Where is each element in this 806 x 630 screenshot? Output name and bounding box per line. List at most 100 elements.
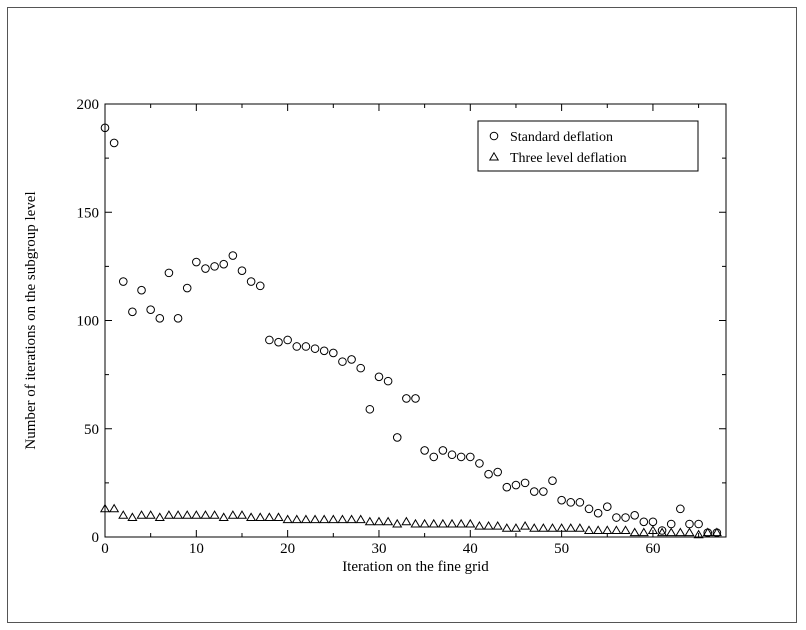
x-tick-label: 30 <box>371 541 386 557</box>
data-point-triangle <box>163 510 175 519</box>
data-point-circle <box>621 513 630 522</box>
data-point-circle <box>292 342 302 351</box>
data-point-triangle <box>383 516 394 526</box>
data-point-circle <box>593 508 603 518</box>
data-point-triangle <box>200 510 211 519</box>
data-point-circle <box>155 314 165 323</box>
data-point-triangle <box>99 503 111 513</box>
data-point-triangle <box>419 518 430 528</box>
data-point-triangle <box>118 510 129 519</box>
data-point-circle <box>100 123 110 133</box>
data-point-circle <box>548 476 557 486</box>
legend: Standard deflation Three level deflation <box>477 120 699 172</box>
data-point-triangle <box>684 527 695 537</box>
data-point-triangle <box>182 510 193 519</box>
y-tick-label: 150 <box>77 205 100 221</box>
data-point-circle <box>539 487 548 496</box>
data-point-triangle <box>602 525 613 534</box>
data-point-triangle <box>675 527 686 537</box>
data-point-triangle <box>300 514 311 524</box>
y-tick-label: 100 <box>77 314 100 330</box>
data-point-triangle <box>109 503 120 513</box>
data-point-circle <box>329 348 338 358</box>
data-point-circle <box>666 519 676 529</box>
series-layer <box>99 123 722 539</box>
data-point-triangle <box>364 516 375 526</box>
y-tick-label: 50 <box>84 422 99 438</box>
data-point-triangle <box>638 527 649 537</box>
data-point-circle <box>493 467 502 477</box>
data-point-circle <box>612 513 621 522</box>
x-tick-label: 50 <box>554 541 569 557</box>
data-point-circle <box>484 469 493 479</box>
data-point-triangle <box>337 514 348 524</box>
legend-triangle-marker <box>488 151 500 161</box>
data-point-triangle <box>273 512 284 521</box>
data-point-triangle <box>127 512 138 521</box>
data-point-triangle <box>456 518 467 528</box>
data-point-circle <box>502 482 512 492</box>
data-point-triangle <box>593 525 604 534</box>
data-point-circle <box>383 376 393 386</box>
data-point-triangle <box>373 516 385 526</box>
data-point-circle <box>685 519 694 529</box>
data-point-circle <box>301 342 311 351</box>
data-point-triangle <box>246 512 257 521</box>
data-point-circle <box>173 314 183 323</box>
data-point-triangle <box>520 520 531 530</box>
data-point-circle <box>584 504 594 514</box>
data-point-circle <box>520 478 530 488</box>
data-point-triangle <box>428 518 439 528</box>
data-point-triangle <box>236 510 248 519</box>
data-point-triangle <box>583 525 595 534</box>
data-point-triangle <box>611 525 622 534</box>
y-axis-ticks: 0 50 100 150 200 <box>77 97 726 546</box>
data-point-triangle <box>702 527 713 537</box>
data-point-circle <box>182 283 192 293</box>
data-point-circle <box>639 517 649 527</box>
data-point-circle <box>365 404 375 414</box>
data-point-triangle <box>209 510 220 519</box>
data-point-triangle <box>538 523 549 532</box>
data-point-circle <box>456 452 466 462</box>
data-point-circle <box>109 138 119 148</box>
data-point-circle <box>118 277 128 286</box>
y-tick-label: 200 <box>77 97 100 113</box>
data-point-circle <box>356 363 366 373</box>
data-point-circle <box>338 357 347 366</box>
data-point-circle <box>657 526 667 535</box>
data-point-circle <box>411 394 420 403</box>
x-axis-title: Iteration on the fine grid <box>342 559 489 575</box>
data-point-triangle <box>401 516 412 526</box>
data-point-circle <box>438 446 448 455</box>
data-point-circle <box>137 285 146 295</box>
data-point-circle <box>265 335 274 345</box>
data-point-triangle <box>446 518 458 528</box>
data-point-triangle <box>492 520 503 530</box>
data-point-circle <box>319 346 329 356</box>
data-point-triangle <box>547 523 558 532</box>
data-point-circle <box>146 305 155 314</box>
chart-frame: 0 10 20 30 40 50 60 0 50 100 150 200 Iteration on … <box>7 7 797 623</box>
data-point-triangle <box>328 514 339 524</box>
data-point-triangle <box>309 514 321 524</box>
data-point-circle <box>575 498 585 507</box>
legend-circle-marker <box>489 131 499 141</box>
data-point-triangle <box>501 523 512 532</box>
data-point-circle <box>201 264 210 273</box>
x-tick-label: 0 <box>101 541 109 557</box>
data-point-circle <box>529 487 539 496</box>
data-point-triangle <box>620 525 631 534</box>
data-point-circle <box>246 277 256 286</box>
data-point-circle <box>274 337 283 347</box>
scatter-chart: 0 10 20 30 40 50 60 0 50 100 150 200 Iteration on … <box>23 97 727 575</box>
data-point-circle <box>237 266 247 276</box>
data-point-triangle <box>656 527 668 537</box>
legend-circle-icon <box>489 131 499 141</box>
series-standard-deflation <box>100 123 722 537</box>
data-point-circle <box>392 433 402 442</box>
data-point-triangle <box>711 527 722 537</box>
data-point-triangle <box>529 523 540 532</box>
data-point-circle <box>210 262 219 271</box>
data-point-circle <box>447 450 457 460</box>
